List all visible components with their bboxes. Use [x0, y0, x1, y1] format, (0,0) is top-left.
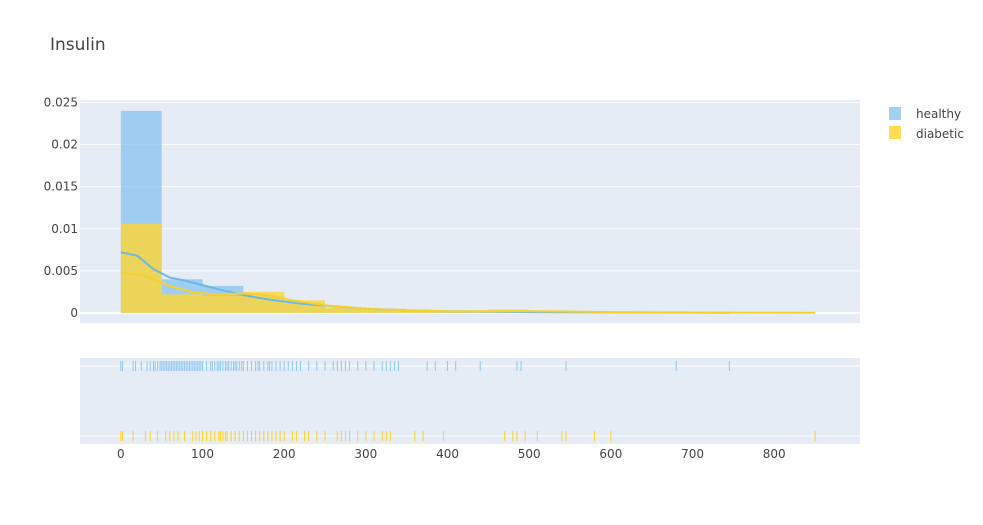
y-axis-ticks: 0 0.005 0.01 0.015 0.02 0.025	[44, 96, 78, 320]
histogram-bar-diabetic[interactable]	[161, 294, 203, 313]
histogram-bar-diabetic[interactable]	[365, 308, 407, 313]
y-tick-label: 0.015	[44, 180, 78, 194]
x-tick-label: 800	[763, 447, 786, 461]
legend-label-diabetic: diabetic	[916, 127, 964, 141]
x-tick-label: 400	[436, 447, 459, 461]
x-tick-label: 100	[191, 447, 214, 461]
legend-item-diabetic[interactable]: diabetic	[889, 126, 964, 141]
y-tick-label: 0.01	[51, 222, 78, 236]
rug-plot-area	[80, 358, 860, 444]
x-tick-label: 300	[354, 447, 377, 461]
x-tick-label: 0	[117, 447, 125, 461]
histogram-bar-diabetic[interactable]	[447, 312, 489, 313]
legend-swatch-diabetic	[889, 126, 901, 139]
histogram-bar-diabetic[interactable]	[202, 296, 244, 313]
kde-curve-diabetic[interactable]	[120, 271, 816, 314]
x-tick-label: 700	[681, 447, 704, 461]
main-plot-area	[80, 100, 860, 323]
x-tick-label: 600	[599, 447, 622, 461]
kde-curves	[120, 251, 816, 314]
legend-item-healthy[interactable]: healthy	[889, 107, 961, 121]
x-tick-label: 500	[518, 447, 541, 461]
y-tick-label: 0.025	[44, 96, 78, 110]
legend-label-healthy: healthy	[916, 107, 961, 121]
y-tick-label: 0	[70, 306, 78, 320]
chart-title: Insulin	[50, 35, 106, 55]
y-tick-label: 0.005	[44, 264, 78, 278]
histogram-bar-diabetic[interactable]	[120, 223, 162, 313]
rug-marks	[120, 361, 816, 441]
x-tick-label: 200	[273, 447, 296, 461]
legend-swatch-healthy	[889, 107, 901, 120]
x-axis-ticks: 0 100 200 300 400 500 600 700 800	[117, 447, 786, 461]
histogram-bar-diabetic[interactable]	[325, 307, 366, 313]
y-tick-label: 0.02	[51, 138, 78, 152]
legend: healthy diabetic	[889, 107, 964, 141]
